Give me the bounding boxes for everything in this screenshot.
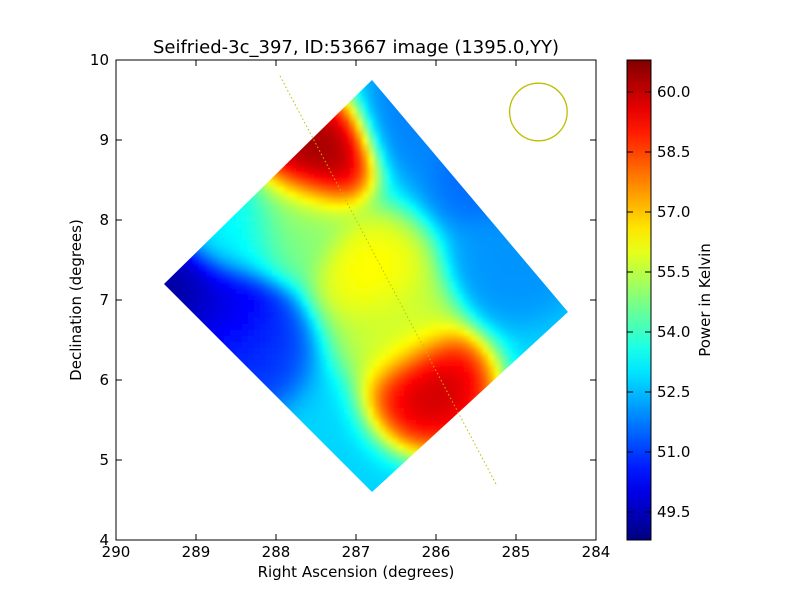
colorbar-gradient — [627, 60, 651, 540]
colorbar: 49.5 51.0 52.5 54.0 55.5 57.0 58.5 60.0 Power i… — [626, 59, 714, 541]
scan-path-line — [279, 75, 497, 485]
x-tick-label: 289 — [182, 543, 211, 561]
y-axis-ticks: 4 5 6 7 8 9 10 — [90, 51, 596, 549]
colorbar-label: Power in Kelvin — [696, 243, 714, 357]
colorbar-tick-label: 52.5 — [657, 383, 690, 401]
colorbar-tick-label: 58.5 — [657, 143, 690, 161]
x-tick-label: 284 — [582, 543, 611, 561]
beam-circle — [508, 82, 568, 142]
y-tick-label: 6 — [99, 371, 109, 389]
colorbar-tick-label: 55.5 — [657, 263, 690, 281]
colorbar-tick-label: 51.0 — [657, 443, 690, 461]
heatmap-plot-area: 290 289 288 287 286 285 284 4 5 6 7 8 9 10 — [90, 51, 610, 561]
y-tick-label: 10 — [90, 51, 109, 69]
x-axis-ticks: 290 289 288 287 286 285 284 — [102, 60, 611, 561]
x-axis-label: Right Ascension (degrees) — [258, 563, 455, 581]
y-tick-label: 5 — [99, 451, 109, 469]
y-tick-label: 7 — [99, 291, 109, 309]
colorbar-frame — [626, 59, 652, 541]
x-tick-label: 290 — [102, 543, 131, 561]
colorbar-tick-label: 60.0 — [657, 83, 690, 101]
x-tick-label: 288 — [262, 543, 291, 561]
colorbar-tick-label: 49.5 — [657, 503, 690, 521]
x-tick-label: 285 — [502, 543, 531, 561]
y-axis-label: Declination (degrees) — [67, 219, 85, 381]
colorbar-ticks: 49.5 51.0 52.5 54.0 55.5 57.0 58.5 60.0 — [627, 83, 690, 521]
x-tick-label: 286 — [422, 543, 451, 561]
y-tick-label: 4 — [99, 531, 109, 549]
colorbar-tick-label: 57.0 — [657, 203, 690, 221]
y-tick-label: 9 — [99, 131, 109, 149]
y-tick-label: 8 — [99, 211, 109, 229]
x-tick-label: 287 — [342, 543, 371, 561]
chart-title: Seifried-3c_397, ID:53667 image (1395.0,… — [153, 37, 559, 58]
colorbar-tick-label: 54.0 — [657, 323, 690, 341]
